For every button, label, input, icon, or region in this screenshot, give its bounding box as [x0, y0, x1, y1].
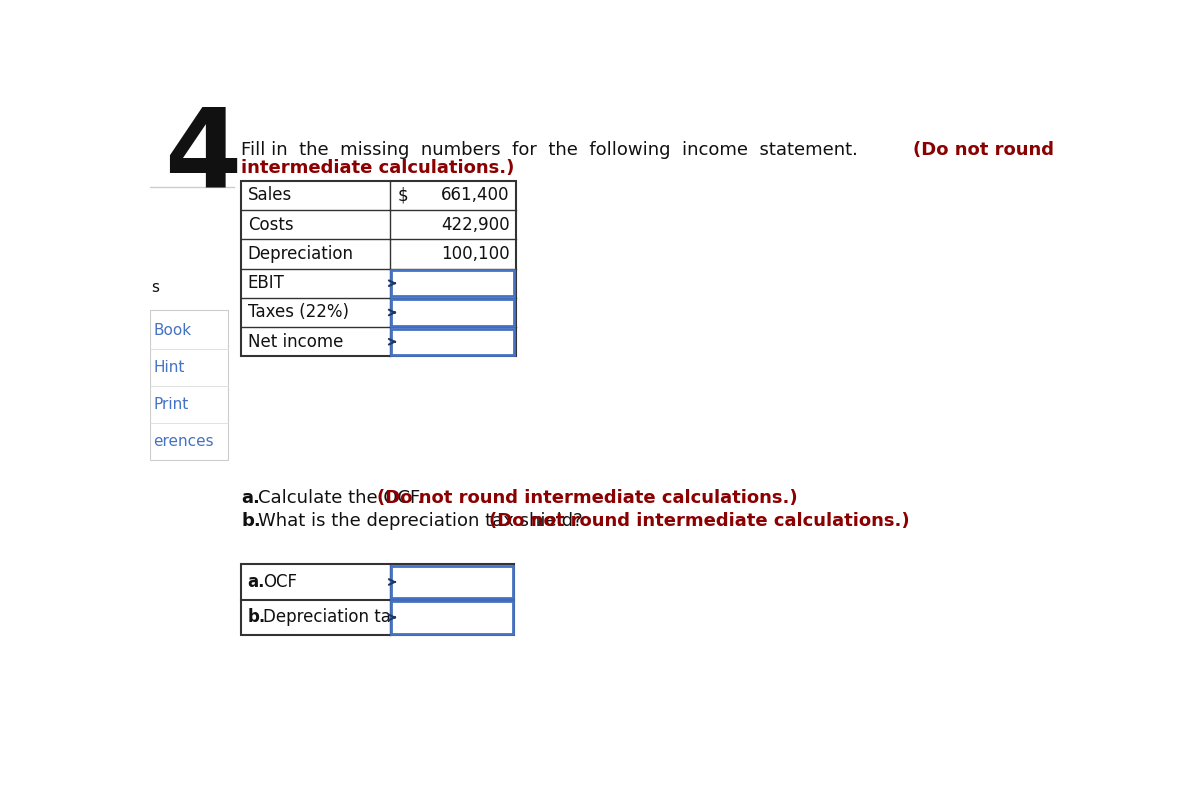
Text: EBIT: EBIT: [247, 274, 284, 292]
Text: (Do not round intermediate calculations.): (Do not round intermediate calculations.…: [490, 512, 910, 530]
FancyBboxPatch shape: [150, 310, 228, 461]
FancyBboxPatch shape: [241, 181, 516, 356]
Text: 661,400: 661,400: [442, 187, 510, 204]
Text: s: s: [151, 280, 160, 295]
Text: intermediate calculations.): intermediate calculations.): [241, 159, 515, 177]
Text: erences: erences: [154, 433, 214, 449]
Text: a.: a.: [241, 489, 260, 507]
FancyBboxPatch shape: [241, 564, 515, 635]
Text: Fill in  the  missing  numbers  for  the  following  income  statement.: Fill in the missing numbers for the foll…: [241, 141, 876, 159]
Text: b.: b.: [247, 609, 266, 626]
Text: Sales: Sales: [247, 187, 292, 204]
Text: Print: Print: [154, 396, 188, 412]
Text: 422,900: 422,900: [440, 215, 510, 234]
Text: (Do not round intermediate calculations.): (Do not round intermediate calculations.…: [377, 489, 798, 507]
FancyBboxPatch shape: [391, 602, 512, 634]
Text: 4: 4: [164, 104, 241, 211]
Text: Costs: Costs: [247, 215, 293, 234]
Text: Calculate the OCF.: Calculate the OCF.: [258, 489, 430, 507]
FancyBboxPatch shape: [391, 300, 515, 325]
Text: b.: b.: [241, 512, 262, 530]
FancyBboxPatch shape: [391, 270, 515, 296]
Text: Net income: Net income: [247, 332, 343, 351]
Text: a.: a.: [247, 573, 265, 591]
Text: Depreciation: Depreciation: [247, 245, 354, 263]
Text: Taxes (22%): Taxes (22%): [247, 304, 349, 321]
Text: OCF: OCF: [263, 573, 298, 591]
Text: $: $: [398, 187, 409, 204]
Text: 100,100: 100,100: [440, 245, 510, 263]
Text: What is the depreciation tax shield?: What is the depreciation tax shield?: [258, 512, 589, 530]
FancyBboxPatch shape: [391, 566, 512, 598]
Text: (Do not round: (Do not round: [913, 141, 1054, 159]
Text: Book: Book: [154, 323, 191, 338]
Text: Hint: Hint: [154, 360, 185, 375]
FancyBboxPatch shape: [391, 328, 515, 355]
Text: Depreciation tax shield: Depreciation tax shield: [263, 609, 456, 626]
